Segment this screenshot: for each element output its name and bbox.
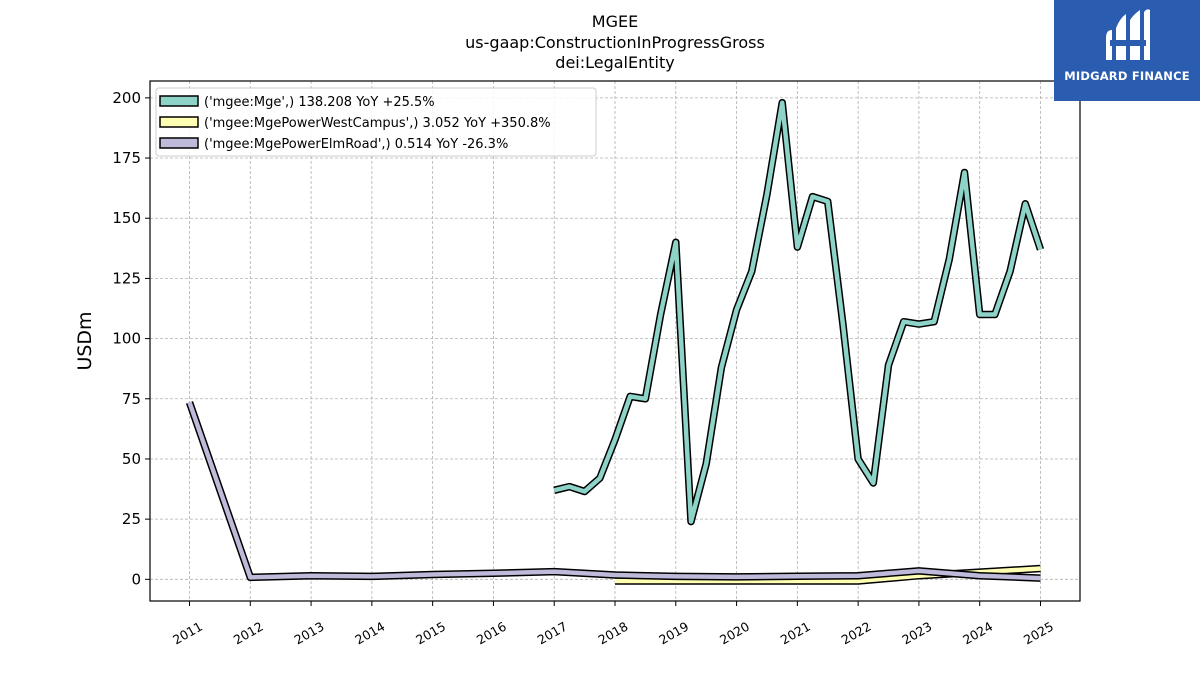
legend-entry-label: ('mgee:MgePowerElmRoad',) 0.514 YoY -26.… xyxy=(204,137,508,152)
x-tick-label: 2011 xyxy=(170,619,205,648)
x-tick-label: 2016 xyxy=(474,619,509,648)
chart-title-line-3: dei:LegalEntity xyxy=(555,53,674,72)
y-tick-label: 125 xyxy=(112,269,141,287)
x-tick-label: 2019 xyxy=(656,619,691,648)
midgard-finance-logo: MIDGARD FINANCE xyxy=(1054,0,1200,101)
legend-swatch xyxy=(159,116,199,128)
series-line-2 xyxy=(187,401,1041,581)
y-tick-label: 75 xyxy=(122,390,141,408)
y-tick-label: 50 xyxy=(122,450,141,468)
midgard-logo-wordmark: MIDGARD FINANCE xyxy=(1064,69,1190,83)
x-tick-label: 2012 xyxy=(231,619,266,648)
y-tick-label: 0 xyxy=(131,570,141,588)
y-tick-label: 175 xyxy=(112,149,141,167)
y-axis-label: USDm xyxy=(74,311,96,370)
x-tick-label: 2020 xyxy=(717,619,752,648)
x-tick-label: 2024 xyxy=(960,619,995,648)
x-tick-label: 2013 xyxy=(292,619,327,648)
y-tick-label: 200 xyxy=(112,89,141,107)
legend-entry-label: ('mgee:MgePowerWestCampus',) 3.052 YoY +… xyxy=(204,116,551,131)
x-tick-label: 2025 xyxy=(1021,619,1056,648)
legend: ('mgee:Mge',) 138.208 YoY +25.5% ('mgee:M… xyxy=(155,87,597,157)
y-tick-label: 150 xyxy=(112,209,141,227)
gridlines xyxy=(150,81,1080,601)
y-tick-label: 25 xyxy=(122,510,141,528)
series-line-0 xyxy=(553,100,1043,524)
series-lines xyxy=(185,98,1045,585)
legend-swatch xyxy=(159,95,199,107)
x-tick-label: 2023 xyxy=(899,619,934,648)
x-tick-label: 2018 xyxy=(595,619,630,648)
chart-title-line-2: us-gaap:ConstructionInProgressGross xyxy=(465,33,765,52)
midgard-logo-icon xyxy=(1106,9,1150,61)
y-tick-label: 100 xyxy=(112,330,141,348)
y-axis-ticks: 0 25 50 75 100 125 150 175 200 xyxy=(112,89,150,588)
x-tick-label: 2014 xyxy=(352,619,387,648)
x-tick-label: 2022 xyxy=(839,619,874,648)
legend-entry-label: ('mgee:Mge',) 138.208 YoY +25.5% xyxy=(204,95,435,110)
legend-frame xyxy=(155,87,597,157)
chart-title: MGEE us-gaap:ConstructionInProgressGross… xyxy=(465,12,765,72)
x-tick-label: 2015 xyxy=(413,619,448,648)
x-axis-ticks: 2011 2012 2013 2014 2015 2016 2017 2018 2019 2020… xyxy=(170,601,1056,648)
x-tick-label: 2021 xyxy=(778,619,813,648)
legend-swatch xyxy=(159,137,199,149)
chart-title-line-1: MGEE xyxy=(592,12,638,31)
x-tick-label: 2017 xyxy=(535,619,570,648)
